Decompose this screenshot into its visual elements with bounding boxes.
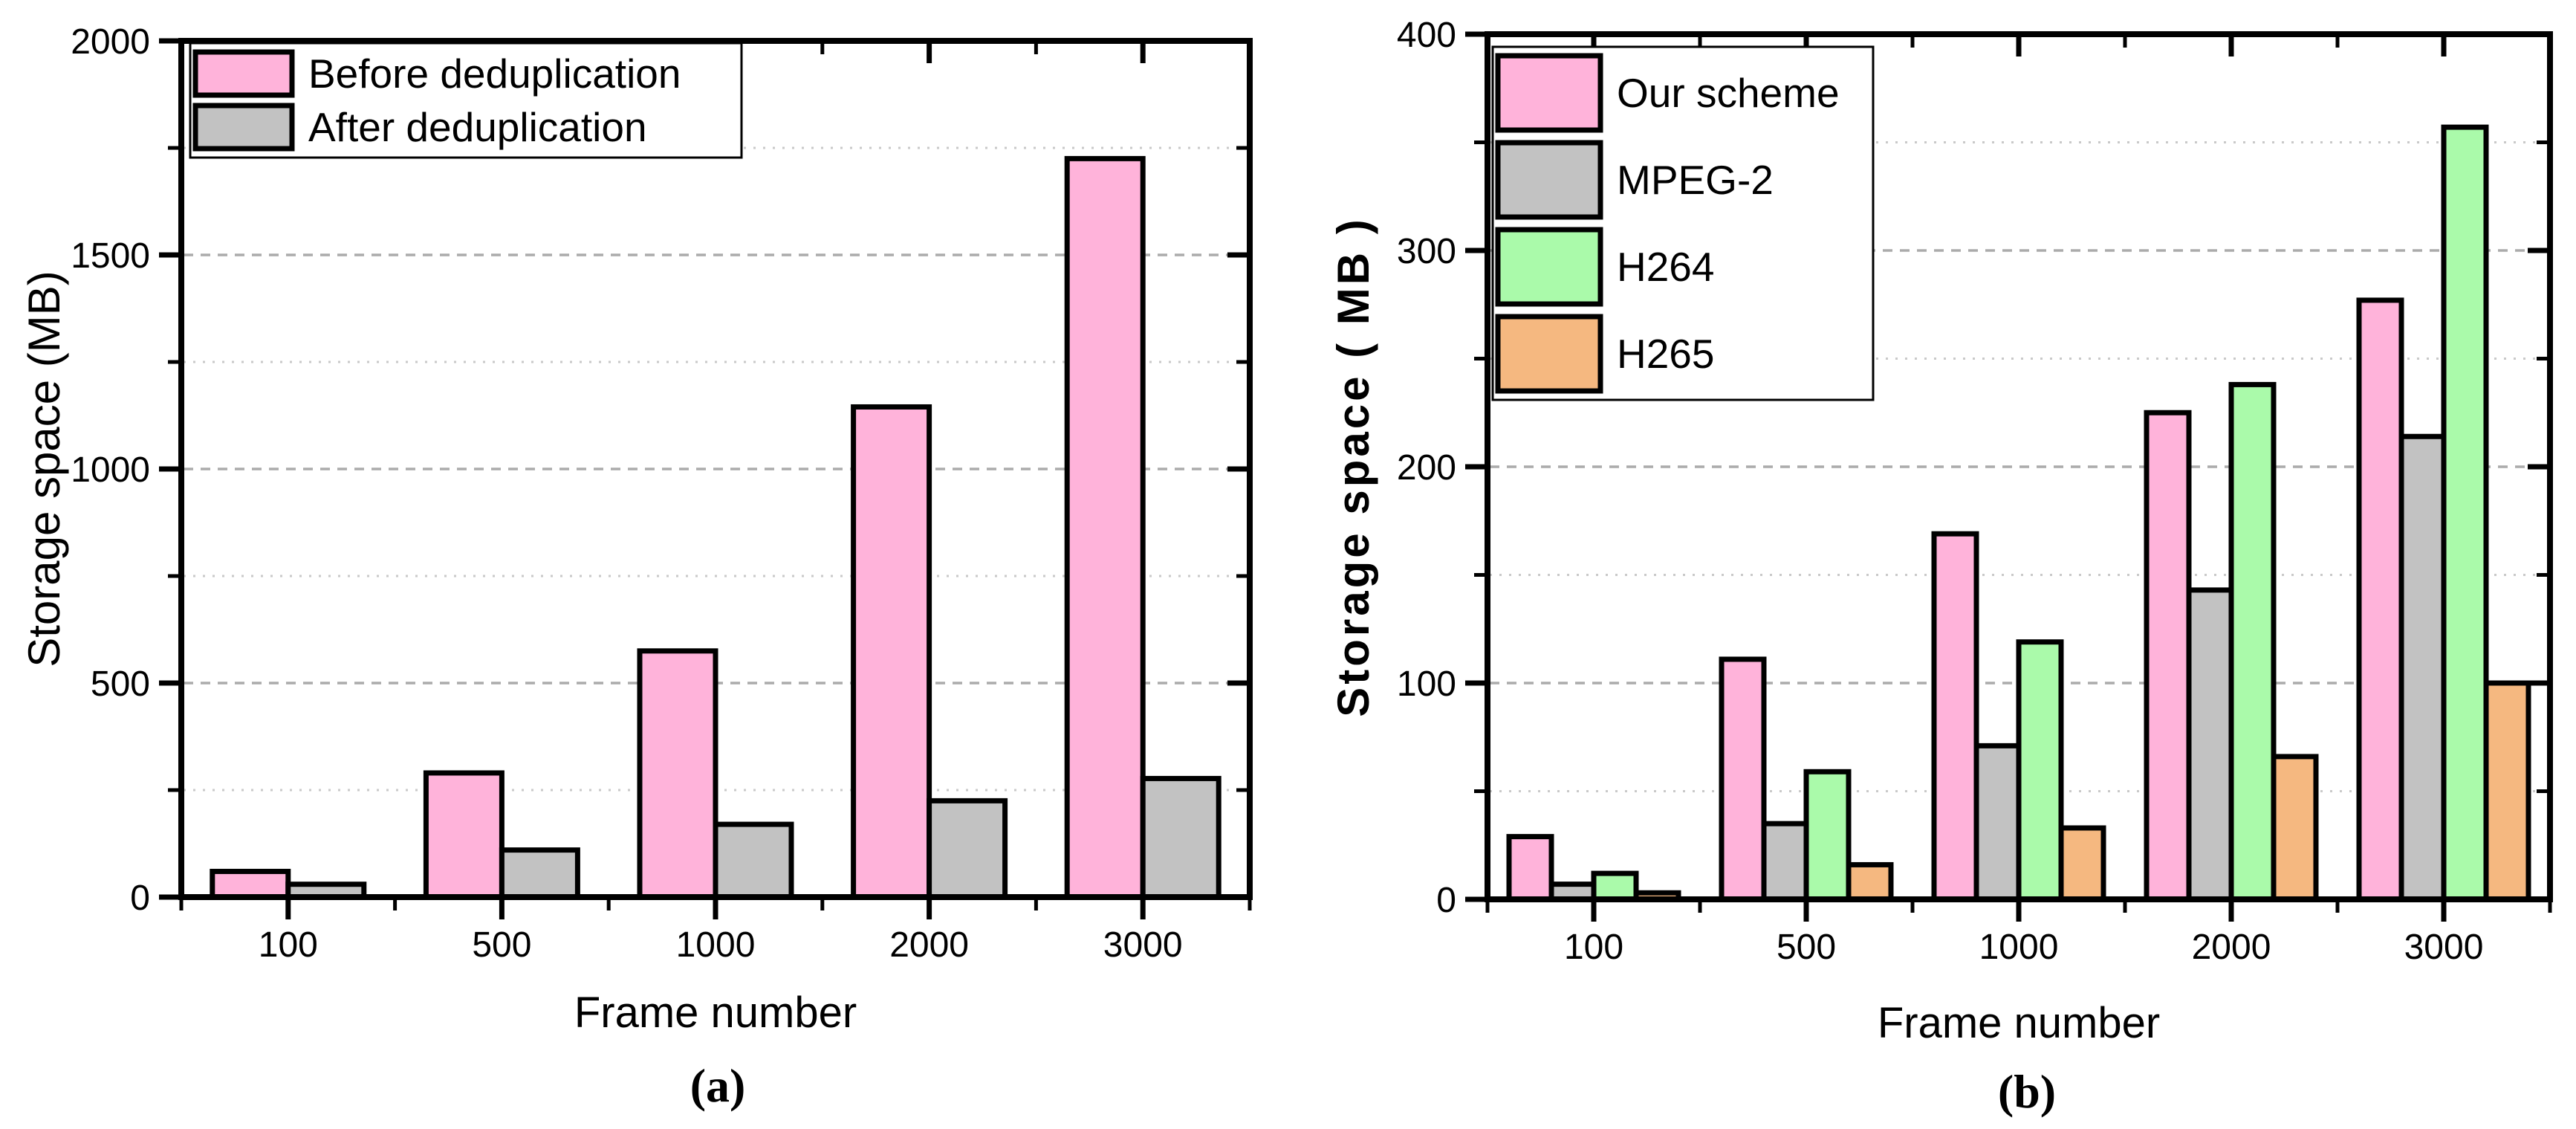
legend-label-a-after-deduplication: After deduplication [308,104,647,150]
legend-label-a-before-deduplication: Before deduplication [308,51,681,97]
legend-swatch-b-h265 [1495,314,1603,394]
legend-label-b-mpeg-2: MPEG-2 [1617,157,1774,203]
bar-b-mpeg-2-3000 [2398,433,2447,902]
bar-a-before-deduplication-100 [210,868,291,900]
bar-b-h264-100 [1591,870,1639,902]
bar-a-before-deduplication-3000 [1064,155,1146,900]
y-tick-label-a-2000: 2000 [71,22,150,62]
panel-caption-b: (b) [1998,1065,2056,1118]
bar-b-h264-500 [1803,769,1852,902]
y-tick-label-a-0: 0 [130,879,150,918]
bar-b-mpeg-2-2000 [2186,587,2234,902]
legend-swatch-b-h264 [1495,227,1603,307]
x-axis-title-b: Frame number [1878,999,2160,1047]
y-axis-title-a: Storage space (MB) [19,271,69,667]
bar-b-h265-2000 [2271,754,2319,902]
bar-a-after-deduplication-2000 [927,798,1008,900]
legend-a: Before deduplication After deduplication [189,42,743,159]
y-tick-label-b-200: 200 [1397,448,1456,488]
bar-b-our-scheme-3000 [2356,297,2404,902]
bar-b-h264-1000 [2016,639,2064,902]
legend-label-b-h265: H265 [1617,331,1714,377]
bar-b-h265-500 [1846,861,1894,902]
bar-a-before-deduplication-500 [423,770,505,900]
x-tick-label-b-500: 500 [1777,928,1836,967]
y-tick-label-a-1000: 1000 [71,450,150,490]
bar-b-mpeg-2-1000 [1973,743,2022,902]
x-tick-label-b-3000: 3000 [2404,928,2484,967]
bar-b-h264-2000 [2228,381,2277,902]
x-tick-label-a-3000: 3000 [1103,925,1183,965]
bar-a-after-deduplication-1000 [713,821,794,900]
x-tick-label-a-1000: 1000 [676,925,756,965]
y-tick-label-b-0: 0 [1436,881,1456,920]
bar-b-our-scheme-500 [1719,656,1767,902]
legend-b: Our scheme MPEG-2 H264 H265 [1491,45,1875,401]
bar-a-before-deduplication-1000 [637,648,718,900]
x-tick-label-b-2000: 2000 [2192,928,2271,967]
x-tick-label-b-100: 100 [1564,928,1623,967]
y-tick-label-b-100: 100 [1397,664,1456,704]
legend-label-b-h264: H264 [1617,244,1714,290]
legend-swatch-a-after-deduplication [192,103,295,152]
bar-b-our-scheme-100 [1506,834,1554,902]
panel-b: 0 100 200 300 400 100 500 1000 2000 3000 Frame num… [1328,16,2553,1118]
bar-b-h265-1000 [2058,825,2106,902]
x-tick-label-b-1000: 1000 [1979,928,2059,967]
y-tick-label-b-300: 300 [1397,232,1456,271]
bar-b-our-scheme-1000 [1931,531,1979,902]
bar-b-h264-3000 [2441,124,2489,902]
panel-caption-a: (a) [690,1059,746,1112]
bar-a-after-deduplication-3000 [1140,775,1222,900]
x-axis-title-a: Frame number [574,989,857,1037]
bar-b-our-scheme-2000 [2144,410,2192,902]
bar-a-after-deduplication-500 [499,847,580,900]
panel-a: 0 500 1000 1500 2000 100 500 1000 2000 3000 Frame … [19,22,1253,1112]
y-axis-title-b: Storage space ( MB ) [1328,216,1378,716]
x-tick-label-a-100: 100 [259,925,318,965]
legend-swatch-b-mpeg-2 [1495,140,1603,220]
y-tick-label-a-1500: 1500 [71,236,150,276]
x-tick-label-a-500: 500 [472,925,531,965]
bar-b-h265-3000 [2483,680,2531,902]
y-tick-label-a-500: 500 [91,664,150,704]
bar-a-before-deduplication-2000 [851,404,932,900]
y-tick-label-b-400: 400 [1397,16,1456,55]
x-tick-label-a-2000: 2000 [889,925,969,965]
legend-label-b-our-scheme: Our scheme [1617,70,1840,116]
legend-swatch-b-our-scheme [1495,53,1603,133]
legend-swatch-a-before-deduplication [192,49,295,98]
bar-b-mpeg-2-500 [1761,821,1809,902]
